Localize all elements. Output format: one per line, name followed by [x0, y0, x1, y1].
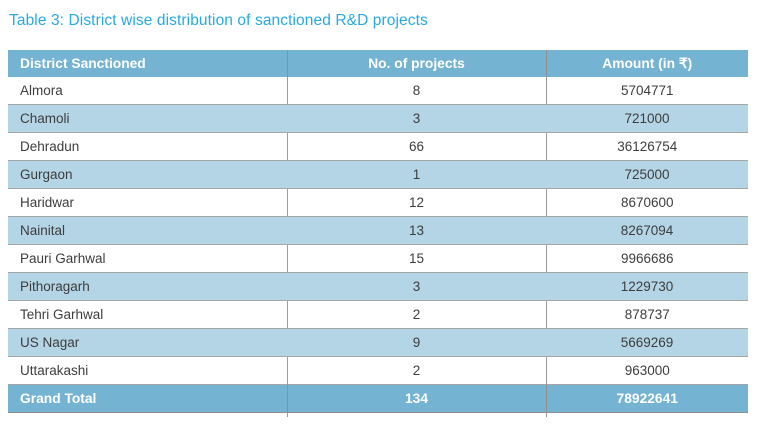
- table-row: Chamoli 3 721000: [8, 104, 748, 133]
- cell-district: US Nagar: [8, 328, 287, 357]
- cell-district: Tehri Garhwal: [20, 307, 104, 322]
- column-header-projects: No. of projects: [286, 50, 546, 77]
- table-row: Dehradun 66 36126754: [8, 132, 748, 161]
- cell-amount: 725000: [546, 160, 748, 189]
- table-body: Almora 8 5704771 Chamoli 3 721000 Dehradun 66 36…: [8, 77, 748, 385]
- cell-amount: 721000: [546, 104, 748, 133]
- table-row: Haridwar 12 8670600: [8, 188, 748, 217]
- grand-total-amount: 78922641: [545, 384, 748, 413]
- header-row: District Sanctioned No. of projects Amou…: [8, 50, 748, 77]
- table-title: Table 3: District wise distribution of s…: [9, 12, 428, 29]
- cell-district: Pithoragarh: [8, 272, 287, 301]
- cell-projects: 9: [287, 328, 546, 357]
- cell-district: Uttarakashi: [20, 363, 89, 378]
- cell-district: Nainital: [8, 216, 287, 245]
- district-table: District Sanctioned No. of projects Amou…: [8, 50, 748, 413]
- table-row: Tehri Garhwal 2 878737: [8, 300, 748, 329]
- table-row: Nainital 13 8267094: [8, 216, 748, 245]
- cell-amount: 1229730: [546, 272, 748, 301]
- cell-projects: 8: [286, 77, 546, 105]
- column-divider-stub: [546, 413, 547, 417]
- cell-district: Gurgaon: [8, 160, 287, 189]
- cell-district: Pauri Garhwal: [20, 251, 106, 266]
- cell-district: Dehradun: [20, 139, 80, 154]
- cell-district: Haridwar: [20, 195, 75, 210]
- table-row: Gurgaon 1 725000: [8, 160, 748, 189]
- cell-amount: 36126754: [545, 132, 748, 161]
- table-header: District Sanctioned No. of projects Amou…: [8, 50, 748, 77]
- cell-amount: 963000: [545, 356, 748, 385]
- cell-amount: 8267094: [546, 216, 748, 245]
- table-row: Pithoragarh 3 1229730: [8, 272, 748, 301]
- grand-total-projects: 134: [286, 384, 546, 413]
- cell-projects: 1: [287, 160, 546, 189]
- column-divider-stub: [287, 413, 288, 417]
- grand-total-row: Grand Total 134 78922641: [8, 384, 748, 413]
- cell-amount: 5704771: [545, 77, 748, 105]
- grand-total-label: Grand Total: [8, 384, 287, 413]
- cell-projects: 15: [286, 244, 546, 273]
- cell-amount: 9966686: [545, 244, 748, 273]
- cell-projects: 3: [287, 272, 546, 301]
- table-footer: Grand Total 134 78922641: [8, 384, 748, 413]
- cell-projects: 2: [286, 356, 546, 385]
- cell-projects: 13: [287, 216, 546, 245]
- cell-projects: 2: [286, 300, 546, 329]
- table-row: Almora 8 5704771: [8, 77, 748, 105]
- cell-amount: 5669269: [546, 328, 748, 357]
- column-header-district: District Sanctioned: [8, 50, 287, 77]
- column-header-amount: Amount (in ₹): [545, 50, 748, 77]
- cell-projects: 3: [287, 104, 546, 133]
- cell-amount: 8670600: [545, 188, 748, 217]
- cell-district: Chamoli: [8, 104, 287, 133]
- table-row: Pauri Garhwal 15 9966686: [8, 244, 748, 273]
- table-row: Uttarakashi 2 963000: [8, 356, 748, 385]
- table-row: US Nagar 9 5669269: [8, 328, 748, 357]
- cell-projects: 12: [286, 188, 546, 217]
- cell-amount: 878737: [545, 300, 748, 329]
- cell-projects: 66: [286, 132, 546, 161]
- cell-district: Almora: [20, 83, 63, 98]
- district-table-container: District Sanctioned No. of projects Amou…: [8, 50, 748, 417]
